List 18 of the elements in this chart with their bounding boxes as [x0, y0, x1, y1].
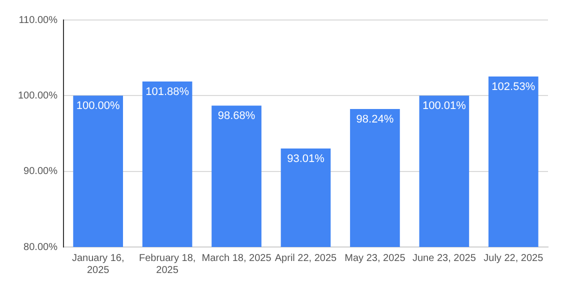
x-tick-label: June 23, 2025: [412, 252, 476, 264]
y-tick-label: 100.00%: [18, 90, 58, 102]
x-tick-label: May 23, 2025: [344, 252, 406, 264]
data-label: 100.01%: [422, 100, 466, 112]
data-label: 102.53%: [492, 81, 536, 94]
data-label: 100.00%: [76, 100, 120, 112]
y-tick-label: 80.00%: [24, 242, 58, 253]
y-tick-label: 90.00%: [24, 166, 58, 178]
data-label: 98.24%: [356, 114, 394, 126]
data-label: 93.01%: [287, 153, 325, 166]
data-label: 101.88%: [146, 86, 190, 98]
data-label: 98.68%: [218, 110, 256, 122]
x-tick-label: March 18, 2025: [202, 252, 272, 264]
x-tick-label: February 18, 2025: [138, 252, 196, 276]
x-tick-label: April 22, 2025: [274, 252, 338, 264]
y-tick-label: 110.00%: [18, 14, 58, 26]
x-tick-label: July 22, 2025: [484, 252, 544, 264]
x-tick-label: January 16, 2025: [72, 252, 124, 276]
